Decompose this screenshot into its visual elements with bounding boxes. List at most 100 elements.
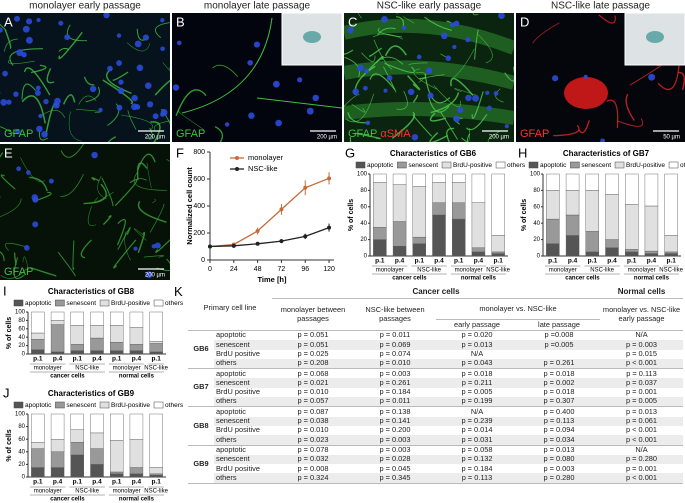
group-cell: GB8 [188, 406, 214, 446]
scale-label: 200 µm [145, 273, 165, 279]
nucleus [25, 36, 33, 44]
fiber [598, 14, 616, 24]
fiber [9, 48, 43, 66]
p-value: p = 0.034 [518, 435, 601, 446]
bar-segment [110, 325, 124, 343]
nucleus [253, 41, 261, 48]
bar-segment [605, 173, 619, 195]
legend-label: monolayer [248, 153, 284, 162]
fiber [365, 55, 384, 73]
group-label: normal cells [461, 276, 497, 282]
bar-segment [546, 243, 560, 257]
bar-segment [31, 332, 45, 340]
table-row: BrdU positive p = 0.010 p = 0.200 p = 0.014… [188, 426, 683, 435]
p-value: p = 0.184 [461, 464, 493, 473]
nucleus [416, 54, 422, 60]
p-value: p = 0.037 [600, 378, 684, 388]
subgroup-label: monolayer [376, 268, 404, 274]
scale-label: 50 µm [663, 135, 680, 141]
nucleus [35, 85, 41, 91]
bar-segment [605, 239, 619, 249]
table-row: others p = 0.023 p = 0.003 p = 0.031 p = 0.0… [188, 435, 684, 446]
p-value: p = 0.078 [297, 445, 329, 454]
table-row: BrdU positive p = 0.008 p = 0.045 p = 0.184… [188, 464, 683, 473]
nucleus [32, 221, 39, 228]
p-value: p = 0.015 [626, 349, 658, 358]
legend-swatch [355, 161, 366, 169]
x-axis-label: Time [h] [257, 275, 287, 284]
fiber [68, 111, 82, 142]
nucleus [36, 125, 43, 133]
y-axis-label: % of cells [6, 317, 13, 349]
p-value: p = 0.200 [379, 425, 411, 435]
fiber [361, 52, 376, 62]
group-label: cancer cells [565, 276, 600, 282]
subgroup-label: monolayer [549, 268, 577, 274]
fiber [91, 177, 100, 182]
bar-segment [432, 173, 446, 183]
fiber [154, 79, 170, 96]
row-label: senescent [214, 340, 272, 350]
fiber [349, 137, 352, 142]
fiber [57, 251, 76, 277]
p-value: p = 0.013 [626, 406, 658, 416]
legend-swatch [668, 161, 679, 169]
legend-swatch [153, 299, 164, 307]
bar-segment [90, 432, 104, 449]
bar-segment [373, 173, 387, 183]
nucleus [583, 74, 588, 79]
legend-label: senescent [408, 162, 438, 169]
point [255, 228, 260, 233]
point [255, 241, 260, 246]
bar-segment [644, 250, 659, 254]
bar-segment [605, 194, 619, 240]
bar-segment [664, 253, 678, 257]
bar-segment [373, 239, 387, 257]
nucleus [176, 40, 182, 46]
p-value: p = 0.008 [297, 464, 329, 473]
bar-segment [110, 311, 124, 326]
y-tick-label: 60 [360, 204, 367, 210]
table-row: BrdU positive p = 0.025 p = 0.074 N/A p = 0.… [188, 350, 683, 359]
table-row: others p = 0.057 p = 0.011 p = 0.199 p = 0.3… [188, 397, 684, 408]
p-value: p = 0.021 [272, 378, 354, 388]
fiber [450, 77, 474, 96]
inset-cell [646, 31, 664, 43]
table-row: GB7 apoptotic p = 0.068 p = 0.003 p = 0.018 p… [188, 368, 683, 408]
x-tick-label: p.4 [92, 479, 102, 486]
row-label: senescent [214, 416, 272, 426]
bar-segment [110, 350, 124, 355]
row-label: others [214, 358, 272, 370]
legend-label: NSC-like [248, 164, 278, 173]
legend-swatch [441, 161, 452, 169]
nucleus [357, 64, 364, 72]
legend-label: BrdU-positive [453, 162, 492, 169]
y-tick-label: 0 [537, 254, 541, 260]
bar-segment [129, 350, 144, 355]
p-value: p = 0.113 [436, 473, 518, 484]
nucleus [465, 94, 472, 102]
panel-letter: D [520, 14, 529, 29]
legend-swatch [397, 161, 407, 169]
bar-segment [129, 413, 144, 440]
bar-segment [585, 173, 599, 191]
p-value: p = 0.003 [354, 435, 436, 446]
legend-swatch [570, 161, 580, 169]
bar-segment [129, 467, 144, 475]
fiber [133, 228, 147, 241]
table-row: GB8 apoptotic p = 0.087 p = 0.138 N/A p = 0.4… [188, 406, 683, 446]
micrograph-content [0, 144, 170, 280]
fiber [578, 120, 590, 134]
nucleus [426, 67, 433, 74]
bar-segment [149, 474, 163, 478]
nucleus [91, 151, 98, 159]
y-tick-label: 0 [22, 352, 26, 358]
legend-swatch [614, 161, 625, 169]
p-value: p = 0.324 [272, 473, 354, 484]
nucleus [160, 18, 165, 23]
fiber [0, 23, 7, 31]
y-tick-label: 20 [18, 343, 25, 349]
bar-segment [392, 184, 407, 222]
chart-title: Characteristics of GB6 [390, 149, 477, 158]
